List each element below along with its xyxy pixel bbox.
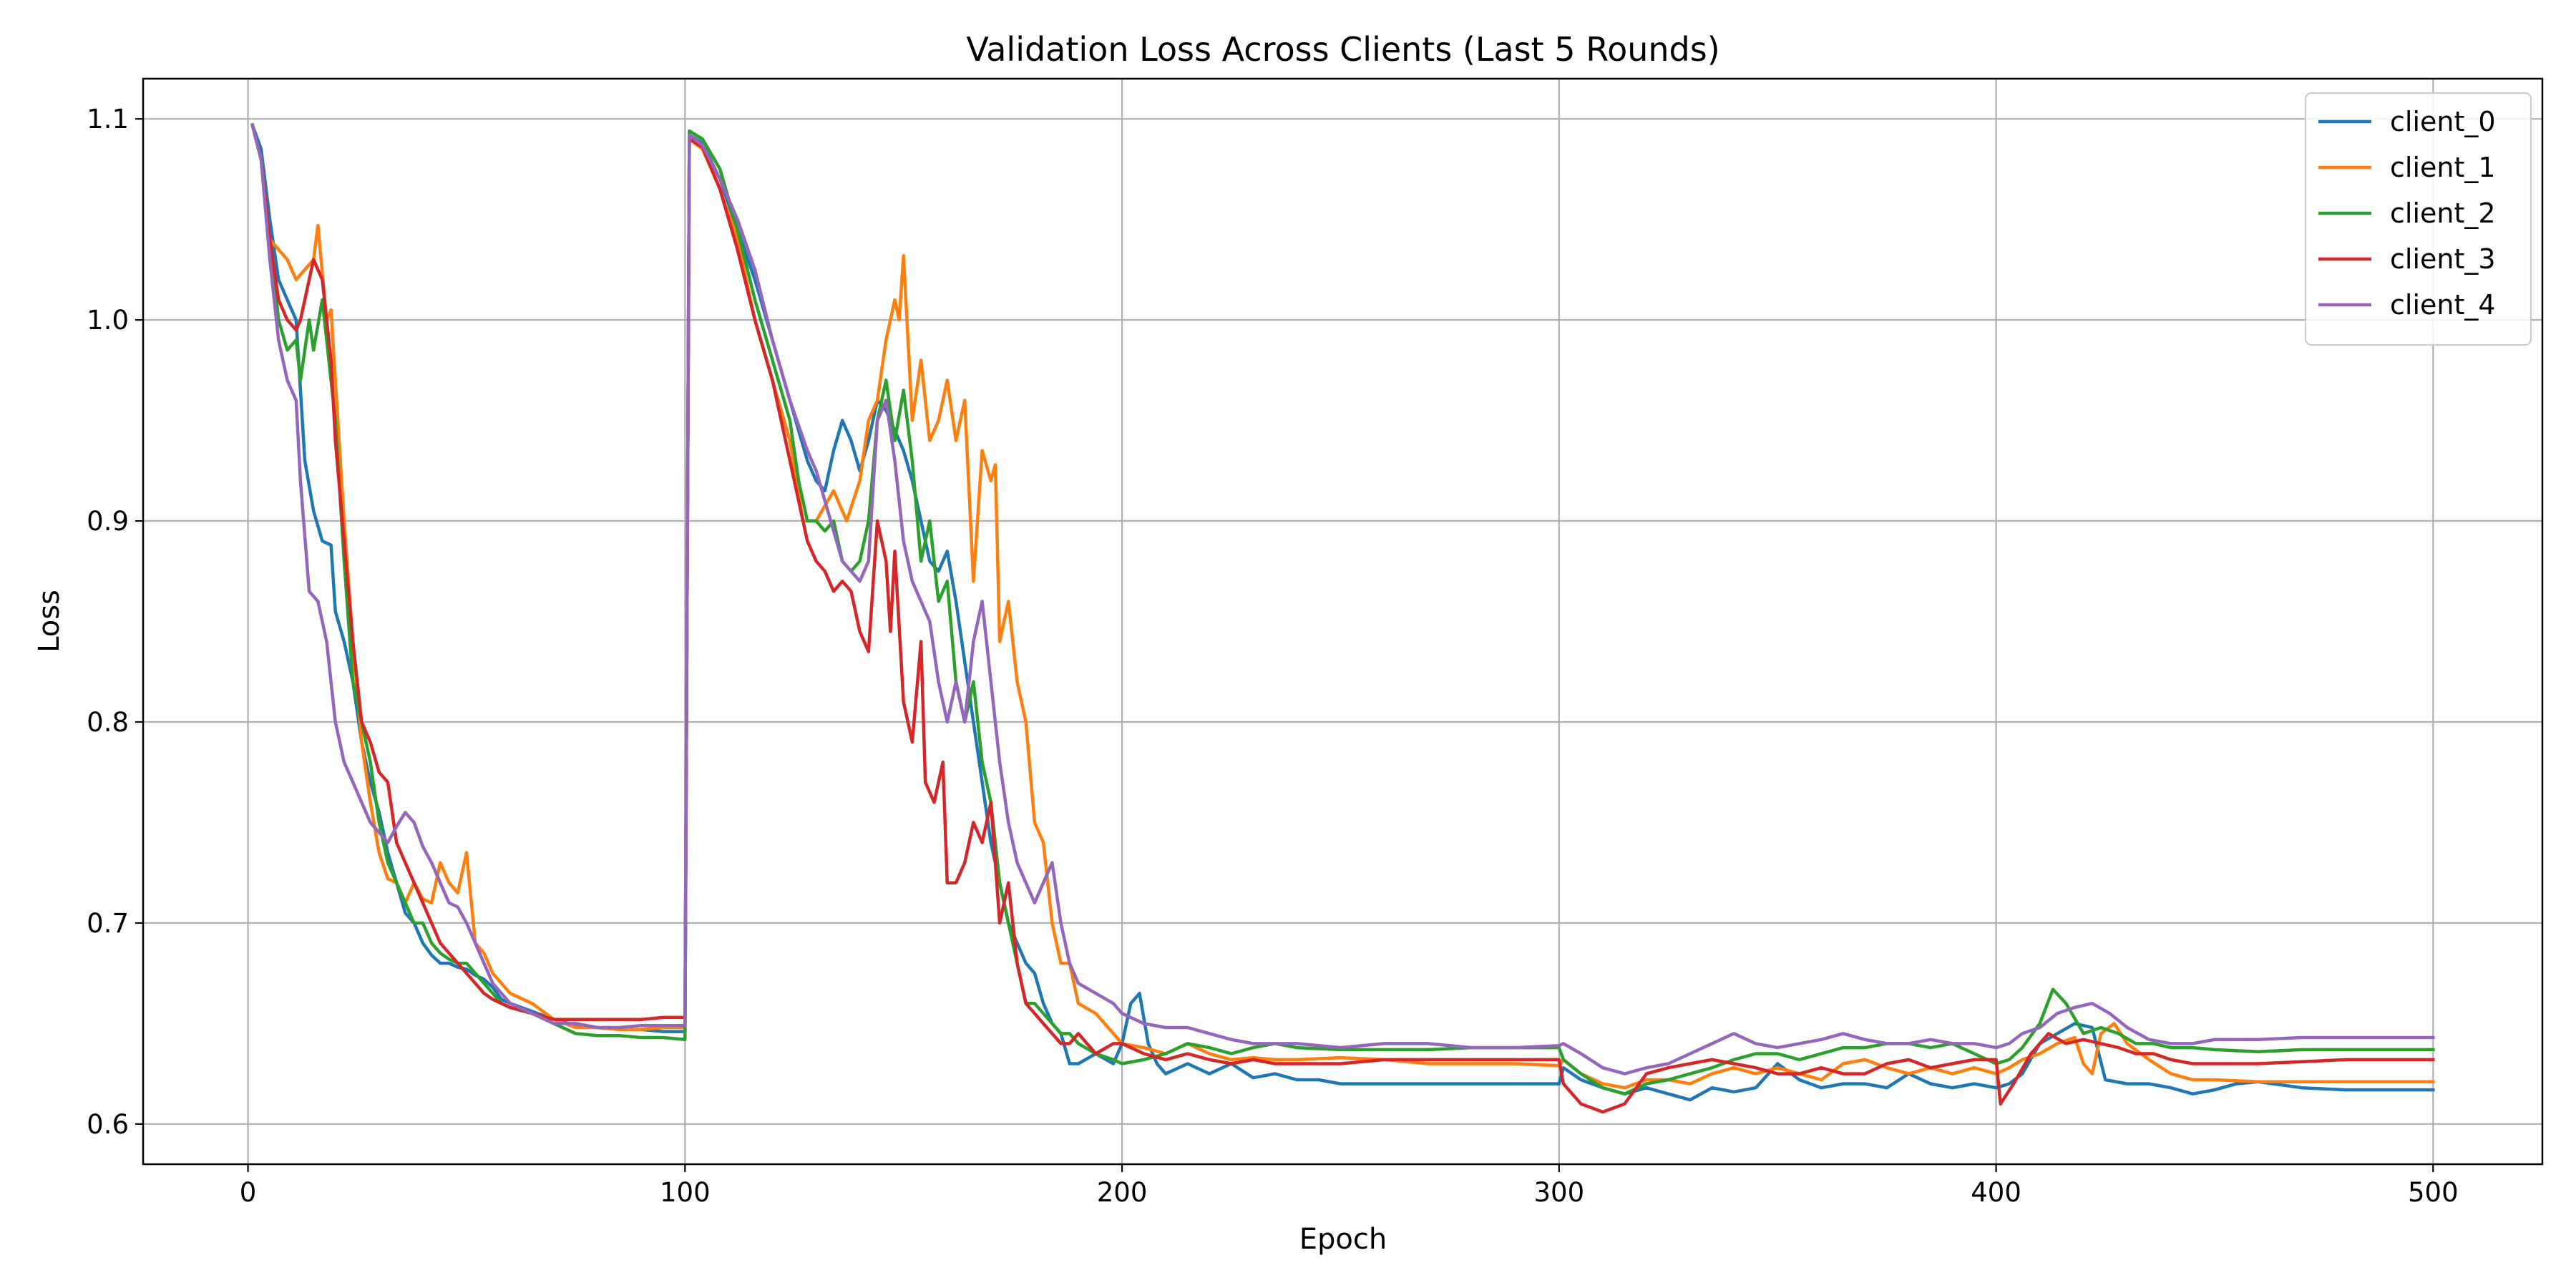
legend: client_0 client_1 client_2 client_3 client_4 <box>2304 92 2532 346</box>
legend-entry: client_4 <box>2390 289 2496 321</box>
series-line-client_1 <box>250 122 2435 1090</box>
y-tick-label: 0.6 <box>87 1109 129 1140</box>
x-tick-label: 400 <box>1971 1177 2021 1208</box>
y-tick-label: 1.0 <box>87 305 129 336</box>
y-axis-label: Loss <box>33 590 66 653</box>
legend-entry: client_3 <box>2390 243 2496 275</box>
y-tick-label: 0.8 <box>87 707 129 738</box>
y-tick-label: 0.9 <box>87 506 129 537</box>
legend-box <box>2304 92 2532 346</box>
series-line-client_4 <box>250 122 2435 1075</box>
series-layer <box>250 122 2435 1114</box>
plot-frame <box>142 77 2544 1166</box>
legend-entry: client_2 <box>2390 197 2496 229</box>
y-tick-label: 0.7 <box>87 908 129 939</box>
legend-entry: client_0 <box>2390 106 2496 137</box>
legend-entry: client_1 <box>2390 152 2496 183</box>
x-axis-label: Epoch <box>1299 1223 1387 1256</box>
chart-title: Validation Loss Across Clients (Last 5 R… <box>966 30 1719 69</box>
x-tick-label: 200 <box>1097 1177 1148 1208</box>
y-tick-label: 1.1 <box>87 104 129 135</box>
x-tick-label: 100 <box>660 1177 711 1208</box>
x-tick-label: 500 <box>2408 1177 2459 1208</box>
x-tick-label: 300 <box>1534 1177 1585 1208</box>
x-tick-label: 0 <box>240 1177 257 1208</box>
series-line-client_3 <box>250 122 2435 1114</box>
ticks: 0 100 200 300 400 500 0.6 0.7 0.8 0.9 1.0 1.1 <box>87 104 2458 1208</box>
